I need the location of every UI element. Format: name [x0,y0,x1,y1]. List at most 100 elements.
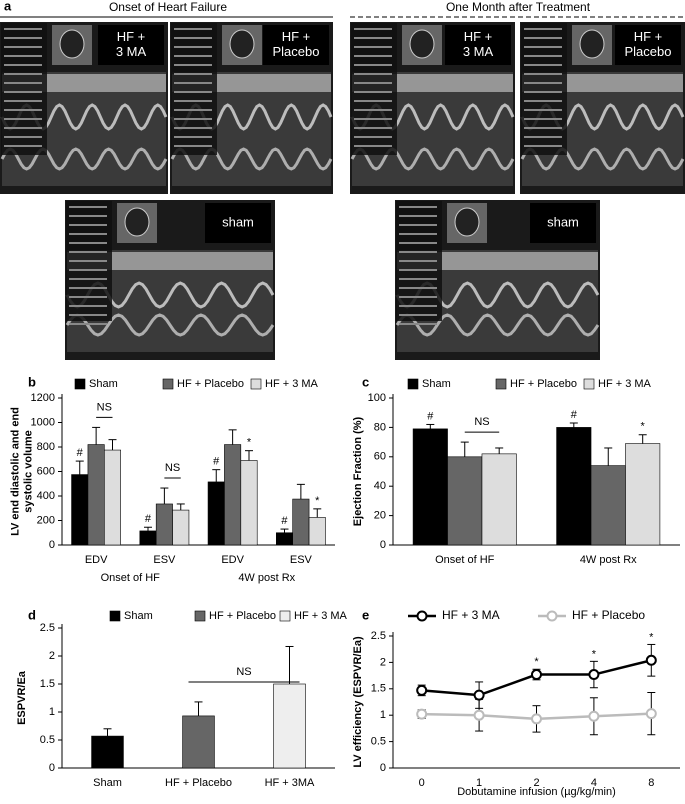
echo-label-box [98,25,164,65]
echo-info-row [399,242,437,244]
legend-swatch [162,378,174,390]
bar [292,498,310,546]
echo-wall [350,147,515,171]
legend-swatch [250,378,262,390]
bar [412,428,448,546]
echo-info-row [4,64,42,66]
y-tick-label: 0 [380,539,386,551]
echo-thumb-heart [124,207,150,237]
echo-info-row [399,305,437,307]
echo-info-row [399,287,437,289]
bar [273,683,306,769]
echo-info-row [69,260,107,262]
point [416,708,428,720]
bar [240,460,258,546]
bar [104,449,121,546]
significance-marker: * [534,656,539,668]
echo-info-row [399,233,437,235]
legend-label: HF + 3 MA [294,610,348,622]
bar [71,474,89,546]
bracket-label: NS [474,416,489,428]
x-tick-label: HF + 3MA [265,777,315,789]
echo-thumb-heart [229,29,255,59]
echo-info-row [354,127,392,129]
y-tick-label: 60 [374,451,386,463]
echo-info-row [4,109,42,111]
echo-info-row [69,305,107,307]
echo-info [351,23,397,155]
echo-info-row [524,55,562,57]
echo-info-row [399,323,437,325]
echo-thumb-heart [59,29,85,59]
echo-info-row [399,224,437,226]
y-tick-label: 80 [374,421,386,433]
x-tick-label: 8 [648,777,654,789]
echo-info-row [69,287,107,289]
echo-wall [0,147,168,171]
significance-marker: # [427,410,434,422]
echo-info-row [69,206,107,208]
echo-info-row [524,136,562,138]
echo-info-row [524,109,562,111]
echo-label: HF + [117,29,146,44]
y-axis-label: ESPVR/Ea [16,670,28,725]
echo-info-row [524,82,562,84]
echo-wall [170,147,333,171]
echo-info-row [354,145,392,147]
point [588,669,600,681]
panel-title: Onset of Heart Failure [109,0,227,14]
y-tick-label: 1.5 [371,683,386,695]
echo-info-row [524,28,562,30]
bar [87,444,105,546]
y-tick-label: 1200 [31,392,55,404]
echo-thumb-heart [409,29,435,59]
point [473,689,485,701]
echo-info-row [524,145,562,147]
echo-info-row [4,91,42,93]
echo-info-row [524,37,562,39]
echo-info-row [354,91,392,93]
echo-info-row [354,118,392,120]
echo-label: Placebo [625,44,672,59]
echo-info-row [4,55,42,57]
x-tick-label: HF + Placebo [165,777,232,789]
echo-info-row [399,206,437,208]
echo-info-row [174,118,212,120]
echo-band [67,252,273,270]
y-tick-label: 200 [37,514,55,526]
bar [276,532,293,546]
point [645,654,657,666]
x-tick-label: Sham [93,777,122,789]
echo-info-row [354,64,392,66]
echo-info-row [174,127,212,129]
echo-label-box [530,203,596,243]
echo-label: sham [547,214,579,229]
panel-label: c [362,374,369,389]
bar [91,735,124,769]
echo-wall [65,313,275,337]
echo-thumb-heart [454,207,480,237]
bar [481,453,517,546]
x-tick-label: 4W post Rx [580,554,637,566]
point [416,684,428,696]
echo-info [521,23,567,155]
point [645,708,657,720]
y-tick-label: 1000 [31,416,55,428]
legend-label: Sham [422,378,451,390]
significance-marker: # [145,513,152,525]
echo-info [171,23,217,155]
echo-label-box [263,25,329,65]
bar [625,443,661,546]
x-tick-label: 2 [533,777,539,789]
legend-label: HF + Placebo [209,610,276,622]
y-tick-label: 400 [37,490,55,502]
echo-info-row [524,73,562,75]
panel-label: b [28,374,36,389]
x-axis-label: Dobutamine infusion (µg/kg/min) [457,786,616,798]
x-tick-label: 1 [476,777,482,789]
echo-label: HF + [634,29,663,44]
bracket-label: NS [97,401,112,413]
echo-info-row [399,296,437,298]
echo-info-row [174,82,212,84]
